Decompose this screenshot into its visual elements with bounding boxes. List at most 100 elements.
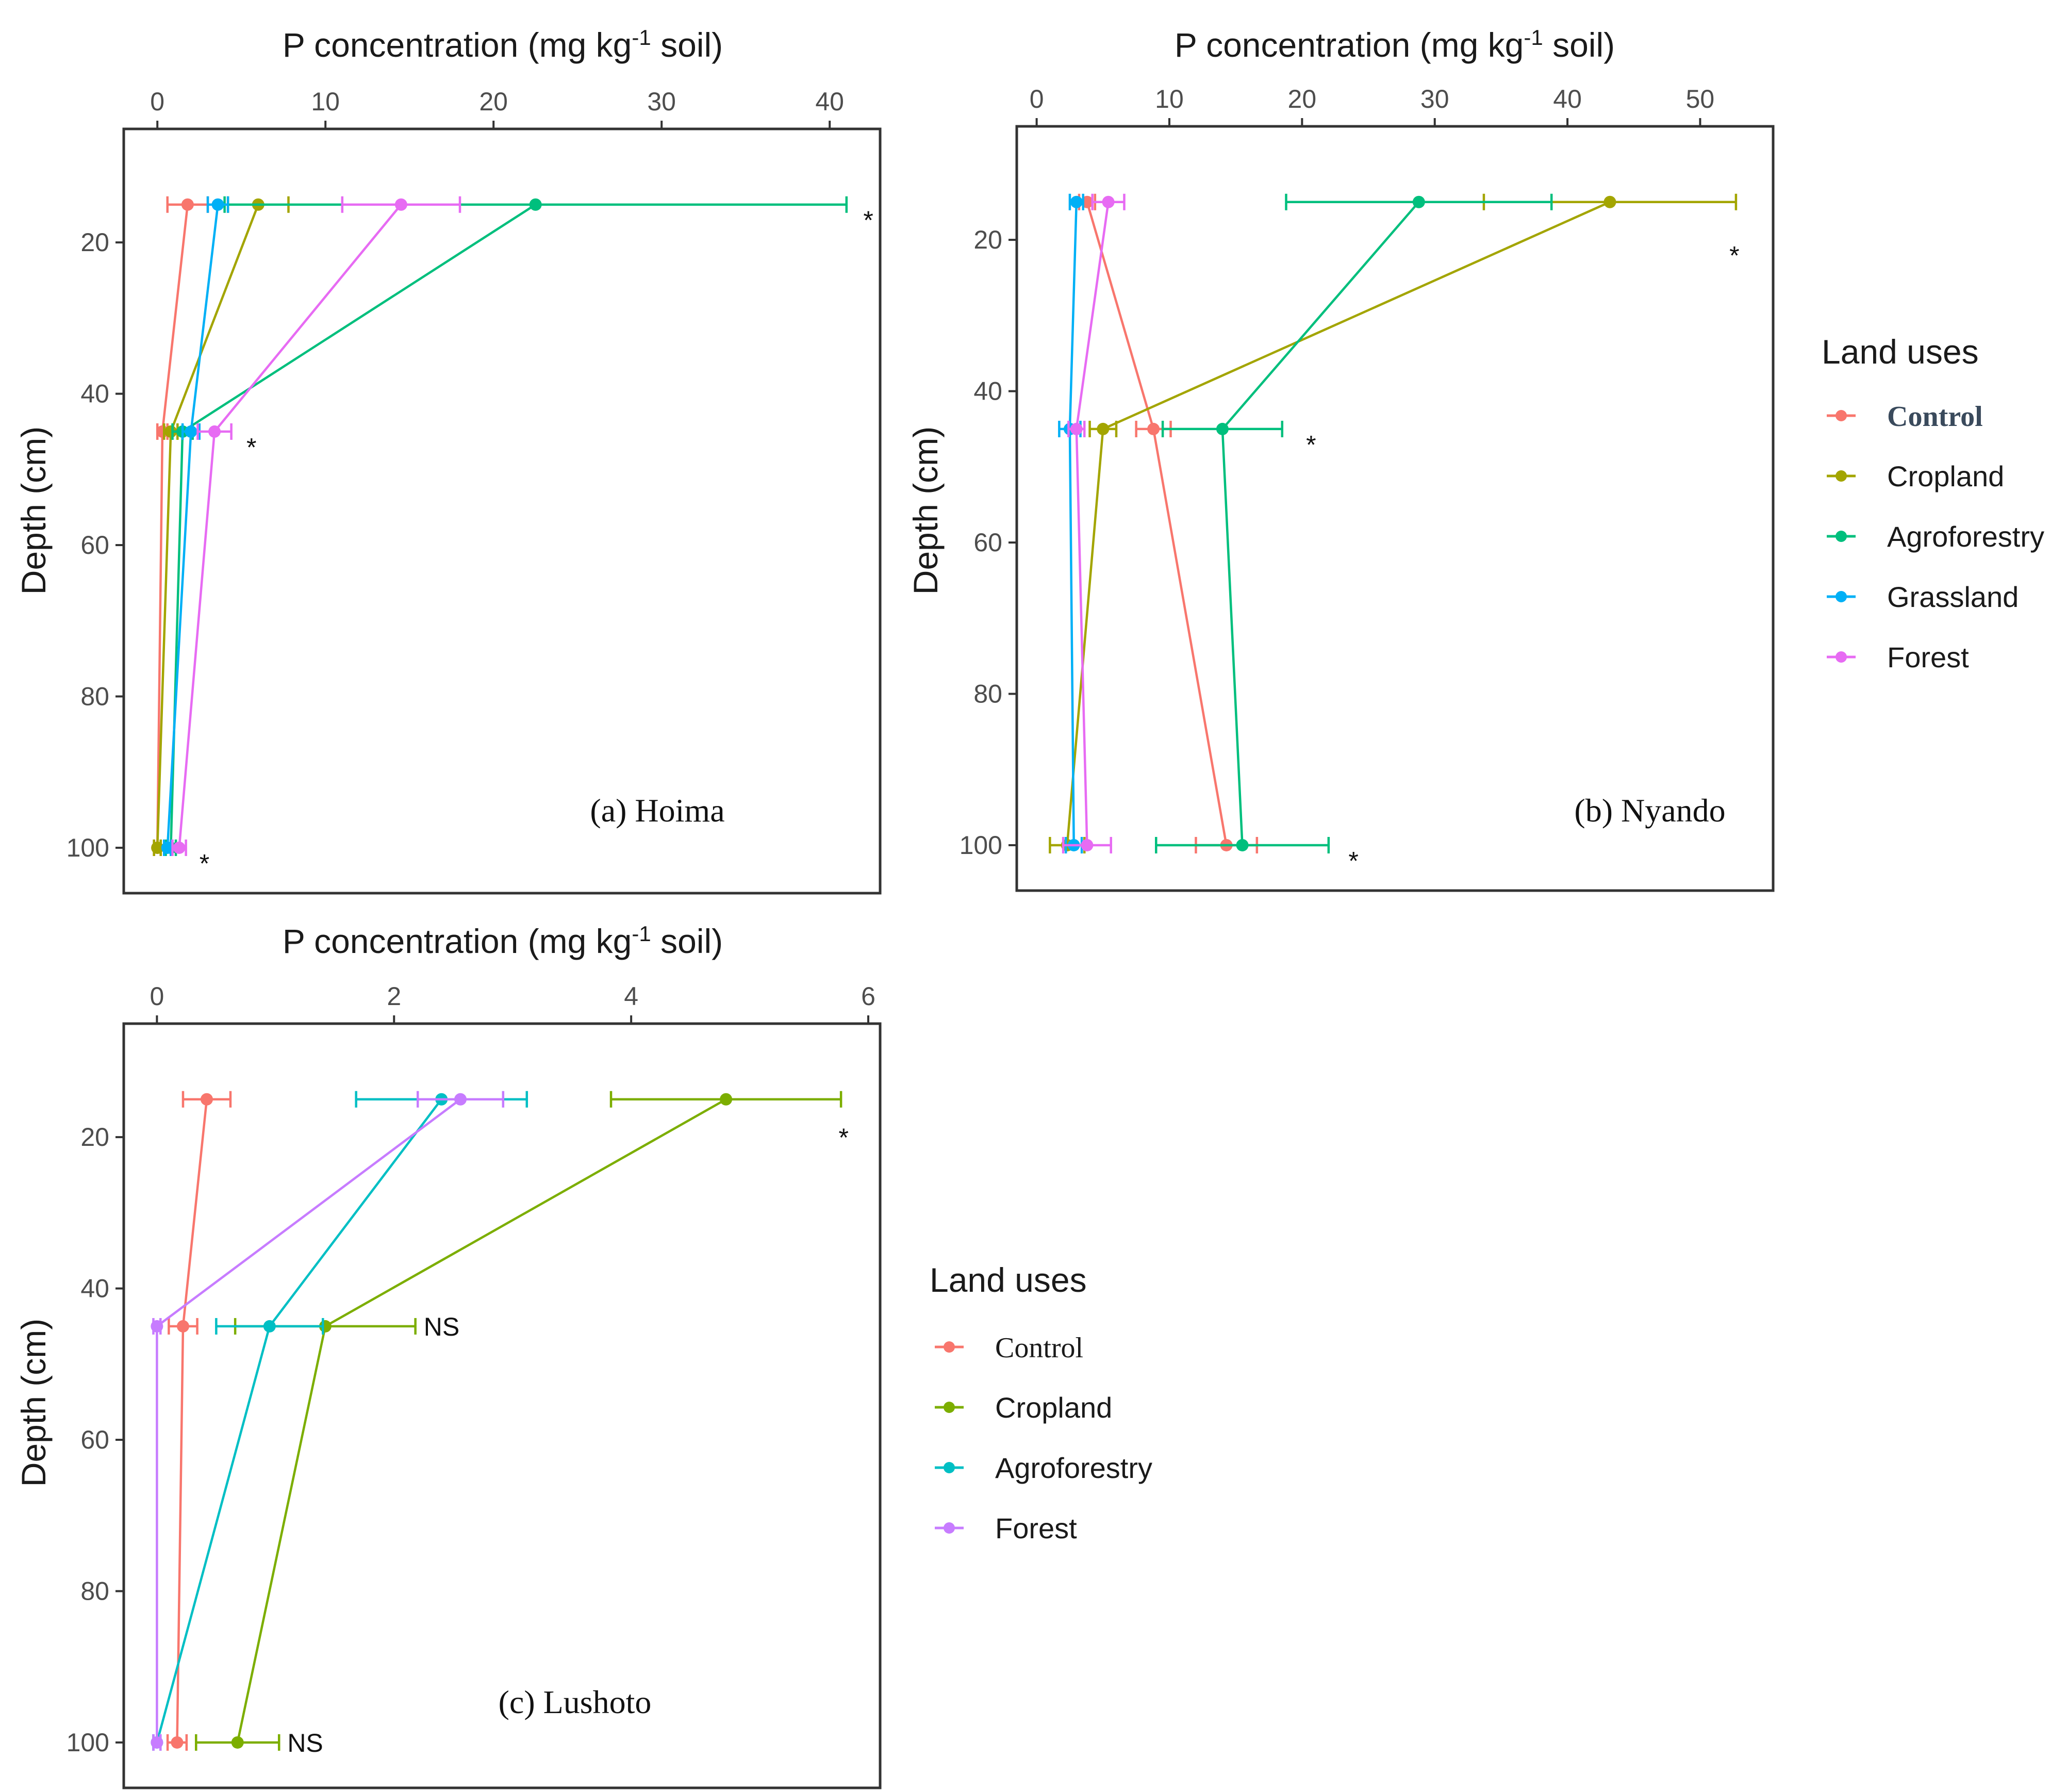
significance-star: * (200, 849, 209, 878)
y-axis-title: Depth (cm) (14, 1319, 53, 1487)
x-tick-label: 30 (1420, 85, 1449, 113)
legend-label: Cropland (995, 1391, 1112, 1424)
y-tick-label: 60 (80, 1425, 109, 1454)
x-axis-title: P concentration (mg kg-1 soil) (1175, 25, 1615, 64)
plot-marks (1049, 193, 1738, 853)
ns-annotation: NS (287, 1729, 323, 1757)
legend-label: Forest (1887, 641, 1969, 673)
y-axis-title: Depth (cm) (14, 426, 53, 595)
point-cropland (231, 1736, 244, 1749)
point-cropland (1097, 422, 1110, 435)
point-control (176, 1320, 189, 1333)
legend-key-point (1836, 531, 1847, 542)
legend-key-point (944, 1341, 955, 1353)
legend-title: Land uses (1822, 333, 1979, 371)
y-axis-title: Depth (cm) (906, 426, 945, 595)
y-ticks: 20 40 60 80 100 (67, 1123, 124, 1757)
x-tick-label: 4 (624, 982, 638, 1011)
x-axis-title-sup: -1 (632, 922, 651, 946)
series-agroforestry (1154, 193, 1553, 853)
legend-item-forest: Forest (1827, 641, 1969, 673)
legend-item-cropland: Cropland (935, 1391, 1112, 1424)
x-axis-title-suffix: soil) (651, 922, 723, 960)
y-tick-label: 80 (973, 679, 1002, 708)
point-forest (454, 1093, 467, 1106)
panel-lushoto: P concentration (mg kg-1 soil) Depth (cm… (14, 922, 882, 1789)
point-agroforestry (1412, 195, 1425, 208)
significance-star: * (839, 1123, 849, 1152)
x-tick-label: 20 (479, 87, 508, 116)
x-tick-label: 0 (150, 87, 164, 116)
y-ticks: 20 40 60 80 100 (67, 228, 124, 862)
legend-bottom: Land uses Control Cropland Agroforestry For… (930, 1261, 1152, 1544)
legend-items: Control Cropland Agroforestry Forest (935, 1332, 1152, 1544)
panel-nyando: P concentration (mg kg-1 soil) Depth (cm… (906, 25, 1775, 892)
y-ticks: 20 40 60 80 100 (960, 225, 1017, 860)
legend-top: Land uses Control Cropland Agroforestry Gra… (1822, 333, 2044, 673)
y-tick-label: 20 (973, 225, 1002, 254)
x-tick-label: 30 (647, 87, 676, 116)
legend-item-agroforestry: Agroforestry (1827, 520, 2044, 553)
point-forest (173, 841, 186, 854)
x-tick-label: 0 (1030, 85, 1044, 113)
plot-frame (122, 127, 882, 895)
point-grassland (185, 425, 197, 438)
plot-frame (122, 1022, 882, 1789)
legend-key-point (944, 1522, 955, 1534)
x-tick-label: 40 (1553, 85, 1582, 113)
point-control (1147, 422, 1160, 435)
y-tick-label: 40 (80, 380, 109, 408)
significance-star: * (1729, 241, 1739, 270)
point-cropland (720, 1093, 733, 1106)
annotations: * * * (200, 206, 873, 878)
series-forest (1062, 193, 1126, 853)
y-tick-label: 60 (973, 528, 1002, 557)
x-axis-title-sup: -1 (632, 25, 651, 50)
point-forest (394, 198, 407, 211)
y-tick-label: 100 (67, 833, 109, 862)
x-ticks: 0 2 4 6 (150, 982, 875, 1024)
x-ticks: 0 10 20 30 40 50 (1030, 85, 1715, 126)
series-control (166, 1091, 232, 1751)
legend-key-point (944, 1462, 955, 1473)
point-agroforestry (263, 1320, 276, 1333)
annotations: * * * (1306, 241, 1739, 875)
point-cropland (151, 841, 164, 854)
x-axis-title-main: P concentration (mg kg (1175, 26, 1524, 64)
x-tick-label: 0 (150, 982, 164, 1011)
x-axis-title: P concentration (mg kg-1 soil) (283, 25, 723, 64)
point-control (181, 198, 194, 211)
x-ticks: 0 10 20 30 40 (150, 87, 844, 129)
legend-key-point (1836, 591, 1847, 602)
x-tick-label: 20 (1288, 85, 1317, 113)
y-tick-label: 20 (80, 1123, 109, 1152)
x-tick-label: 50 (1686, 85, 1715, 113)
legend-label: Forest (995, 1512, 1077, 1544)
x-axis-title-suffix: soil) (651, 26, 723, 64)
legend-label: Cropland (1887, 460, 2004, 492)
point-grassland (211, 198, 224, 211)
panel-label: (b) Nyando (1574, 792, 1725, 829)
x-axis-title: P concentration (mg kg-1 soil) (283, 922, 723, 961)
x-tick-label: 40 (815, 87, 844, 116)
y-tick-label: 40 (973, 377, 1002, 406)
legend-label: Control (995, 1332, 1083, 1364)
legend-label: Agroforestry (995, 1452, 1152, 1484)
x-tick-label: 2 (387, 982, 401, 1011)
significance-star: * (1306, 430, 1316, 459)
legend-key-point (1836, 410, 1847, 421)
point-agroforestry (1216, 422, 1229, 435)
significance-star: * (246, 433, 256, 462)
x-axis-title-main: P concentration (mg kg (283, 26, 632, 64)
x-axis-title-main: P concentration (mg kg (283, 922, 632, 960)
significance-star: * (863, 206, 873, 235)
plot-frame (1015, 125, 1775, 892)
point-grassland (1070, 195, 1083, 208)
y-tick-label: 80 (80, 1576, 109, 1605)
legend-label: Agroforestry (1887, 520, 2044, 553)
point-control (200, 1093, 213, 1106)
series-forest (171, 196, 461, 856)
x-tick-label: 6 (861, 982, 875, 1011)
